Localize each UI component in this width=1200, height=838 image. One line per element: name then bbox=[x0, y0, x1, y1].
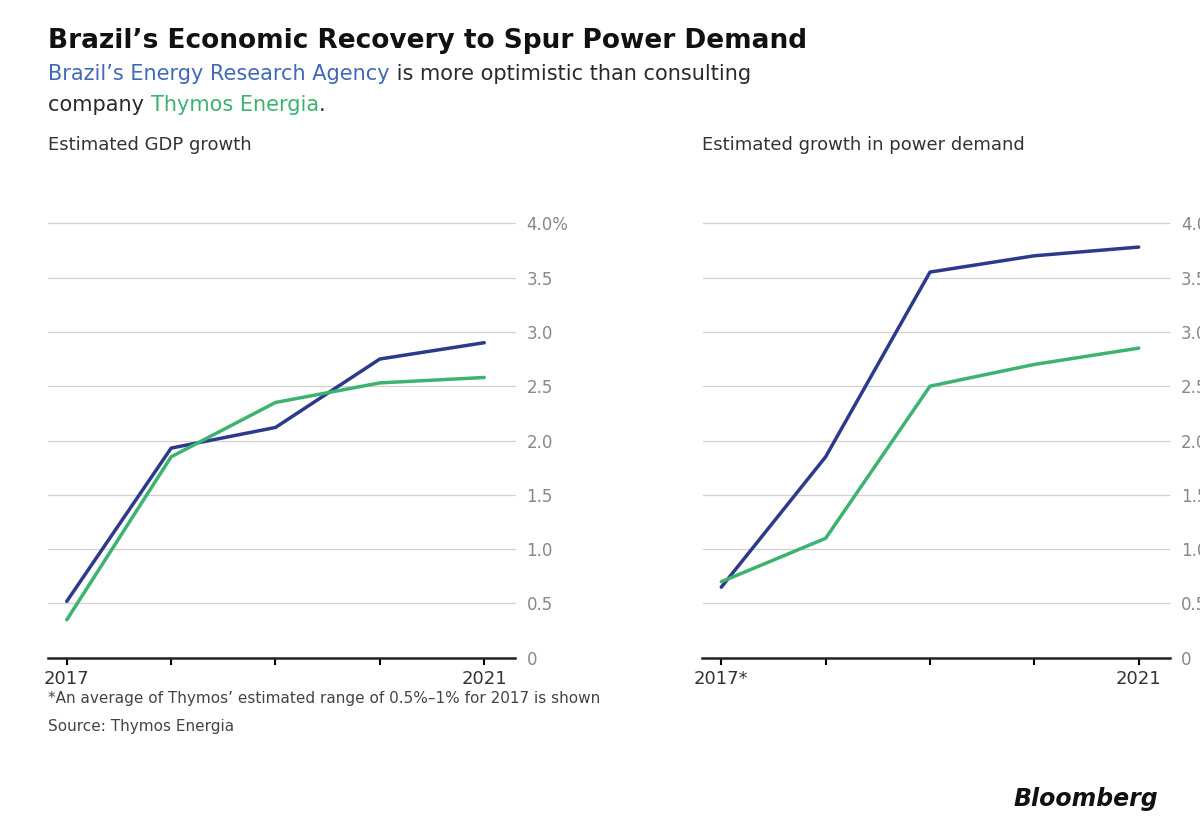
Text: Brazil’s Energy Research Agency: Brazil’s Energy Research Agency bbox=[48, 64, 390, 84]
Text: Brazil’s Economic Recovery to Spur Power Demand: Brazil’s Economic Recovery to Spur Power… bbox=[48, 28, 808, 54]
Text: Estimated GDP growth: Estimated GDP growth bbox=[48, 136, 252, 153]
Text: Source: Thymos Energia: Source: Thymos Energia bbox=[48, 719, 234, 734]
Text: Thymos Energia: Thymos Energia bbox=[151, 95, 319, 115]
Text: *An average of Thymos’ estimated range of 0.5%–1% for 2017 is shown: *An average of Thymos’ estimated range o… bbox=[48, 691, 600, 706]
Text: Estimated growth in power demand: Estimated growth in power demand bbox=[702, 136, 1025, 153]
Text: Bloomberg: Bloomberg bbox=[1013, 787, 1158, 811]
Text: .: . bbox=[319, 95, 325, 115]
Text: is more optimistic than consulting: is more optimistic than consulting bbox=[390, 64, 751, 84]
Text: company: company bbox=[48, 95, 151, 115]
